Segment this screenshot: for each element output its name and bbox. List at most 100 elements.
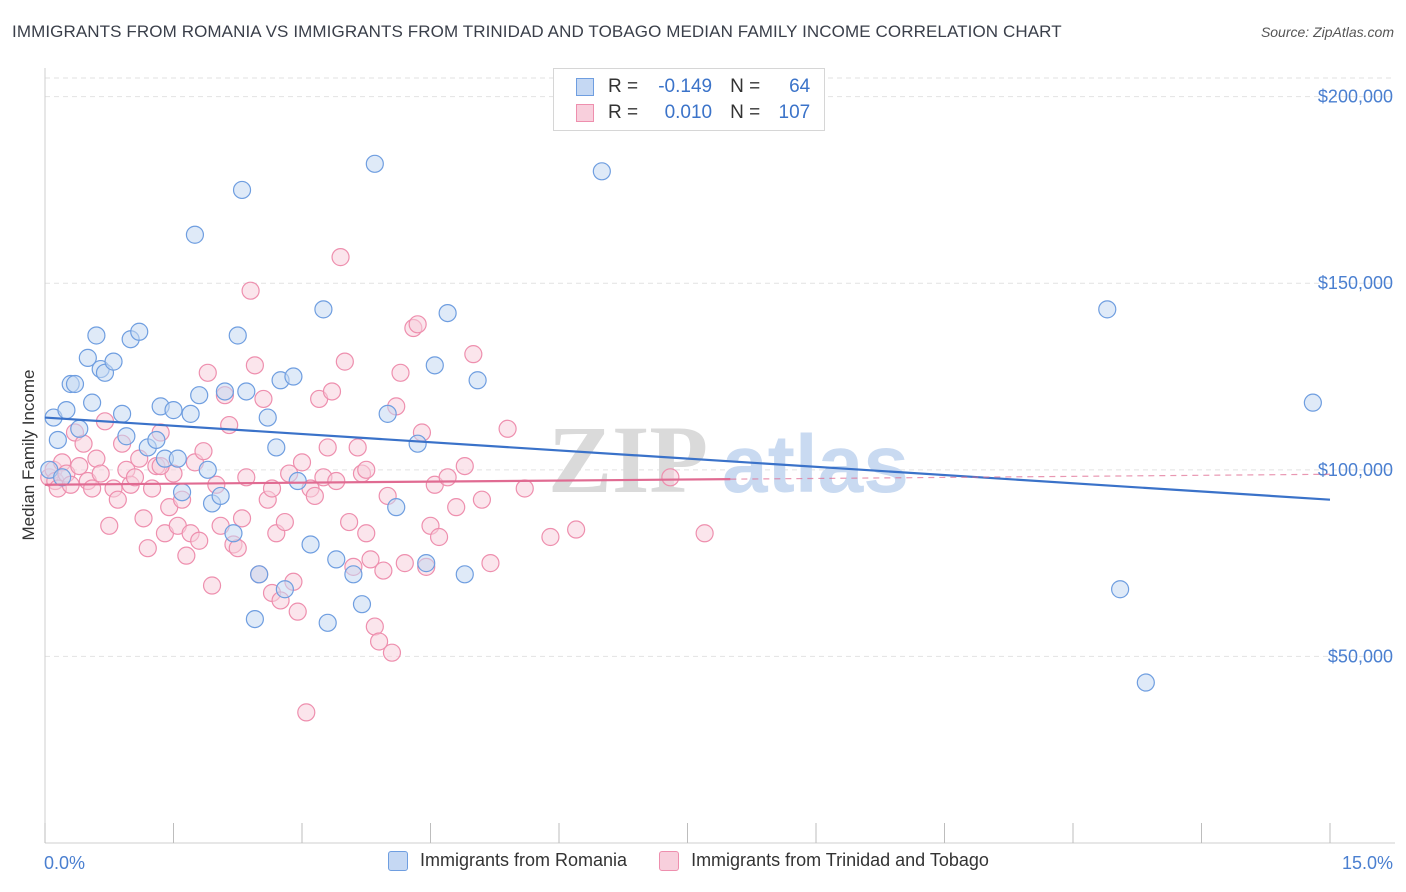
- romania-point: [301, 535, 320, 554]
- legend-item-romania[interactable]: Immigrants from Romania: [388, 850, 627, 871]
- romania-point: [425, 356, 444, 375]
- trinidad-point: [91, 464, 110, 483]
- romania-point: [318, 613, 337, 632]
- romania-point: [468, 371, 487, 390]
- trinidad-point: [365, 617, 384, 636]
- romania-point: [352, 595, 372, 614]
- trinidad-point: [335, 352, 354, 371]
- romania-point: [147, 430, 166, 450]
- romania-point: [65, 374, 85, 394]
- trinidad-point: [695, 524, 714, 543]
- trinidad-point: [202, 576, 222, 595]
- legend-item-trinidad[interactable]: Immigrants from Trinidad and Tobago: [659, 850, 989, 871]
- legend-label-trinidad: Immigrants from Trinidad and Tobago: [691, 850, 989, 870]
- r-value: -0.149: [658, 76, 713, 97]
- romania-point: [48, 430, 67, 450]
- trinidad-point: [125, 468, 145, 487]
- trinidad-point: [318, 438, 337, 457]
- trinidad-point: [177, 546, 196, 565]
- trinidad-point: [237, 468, 256, 487]
- trinidad-point: [340, 512, 359, 532]
- n-label: N =: [730, 102, 761, 123]
- trinidad-point: [142, 479, 162, 498]
- series-romania: [40, 154, 1322, 692]
- romania-point: [275, 580, 294, 599]
- trinidad-swatch: [576, 104, 594, 122]
- romania-point: [168, 449, 187, 468]
- romania-point: [104, 352, 123, 371]
- trinidad-point: [220, 415, 239, 435]
- y-tick-label: $100,000: [1318, 460, 1393, 480]
- trinidad-point: [70, 456, 89, 476]
- trend-line-trinidad: [44, 478, 731, 486]
- trinidad-point: [327, 471, 346, 491]
- romania-point: [190, 386, 209, 405]
- tick-labels: $50,000 $100,000 $150,000 $200,000 0.0% 15.0%: [44, 87, 1393, 873]
- romania-point: [438, 303, 457, 323]
- trinidad-point: [305, 486, 324, 506]
- romania-point: [78, 348, 97, 367]
- watermark: ZIP atlas: [548, 406, 909, 513]
- legend-row-trinidad: R = 0.010 N = 107: [576, 101, 810, 125]
- romania-point: [365, 154, 384, 173]
- trinidad-point: [74, 434, 93, 453]
- n-value: 64: [789, 76, 811, 97]
- trinidad-point: [288, 602, 307, 621]
- chart-title: IMMIGRANTS FROM ROMANIA VS IMMIGRANTS FR…: [12, 22, 1062, 41]
- trinidad-point: [464, 345, 483, 364]
- romania-point: [288, 471, 307, 491]
- x-tick-label: 15.0%: [1342, 853, 1393, 873]
- r-value: 0.010: [664, 102, 713, 123]
- romania-point: [70, 419, 89, 438]
- trinidad-point: [245, 356, 264, 375]
- y-tick-label: $50,000: [1328, 646, 1393, 666]
- romania-point: [172, 483, 192, 502]
- trinidad-point: [83, 479, 102, 498]
- trinidad-point: [194, 442, 213, 461]
- trinidad-point: [108, 490, 127, 509]
- trinidad-point: [322, 382, 342, 401]
- trinidad-point: [370, 632, 389, 651]
- romania-point: [408, 434, 427, 453]
- trinidad-point: [297, 703, 316, 722]
- trinidad-point: [472, 490, 491, 509]
- trinidad-point: [275, 512, 294, 532]
- trinidad-point: [348, 438, 367, 457]
- trinidad-point: [232, 509, 252, 528]
- romania-point: [228, 326, 247, 345]
- y-axis-label: Median Family Income: [19, 369, 38, 540]
- trinidad-point: [374, 561, 393, 580]
- romania-point: [130, 322, 149, 341]
- trinidad-point: [567, 520, 586, 539]
- trinidad-point: [455, 456, 474, 476]
- romania-point: [164, 401, 183, 420]
- romania-point: [215, 382, 234, 401]
- romania-point: [250, 565, 269, 584]
- legend-row-romania: R = -0.149 N = 64: [576, 75, 810, 99]
- watermark-atlas: atlas: [722, 419, 909, 510]
- trinidad-point: [292, 453, 312, 472]
- romania-point: [53, 468, 72, 487]
- trend-line-romania: [44, 416, 1331, 501]
- romania-point: [327, 550, 346, 569]
- trinidad-point: [382, 643, 402, 662]
- romania-point: [284, 367, 303, 386]
- romania-point: [378, 404, 397, 423]
- romania-point: [258, 408, 277, 427]
- romania-point: [224, 524, 243, 543]
- stats-legend: R = -0.149 N = 64 R = 0.010 N = 107: [553, 68, 825, 131]
- trinidad-point: [661, 468, 680, 487]
- romania-point: [185, 225, 205, 244]
- romania-point: [57, 401, 76, 420]
- trinidad-point: [429, 527, 449, 547]
- trinidad-point: [134, 509, 153, 528]
- romania-point: [237, 382, 256, 401]
- source-label: Source: ZipAtlas.com: [1260, 24, 1394, 40]
- n-label: N =: [730, 76, 761, 97]
- romania-point: [387, 498, 406, 517]
- r-label: R =: [608, 102, 639, 123]
- romania-swatch: [388, 850, 408, 871]
- trinidad-point: [515, 479, 534, 498]
- romania-point: [417, 554, 436, 573]
- trinidad-point: [228, 539, 247, 558]
